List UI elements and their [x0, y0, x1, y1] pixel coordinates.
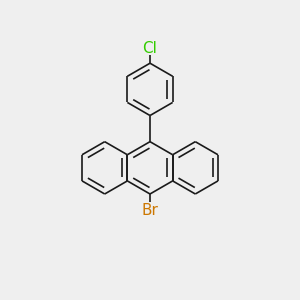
Text: Cl: Cl — [142, 41, 158, 56]
Text: Br: Br — [142, 203, 158, 218]
